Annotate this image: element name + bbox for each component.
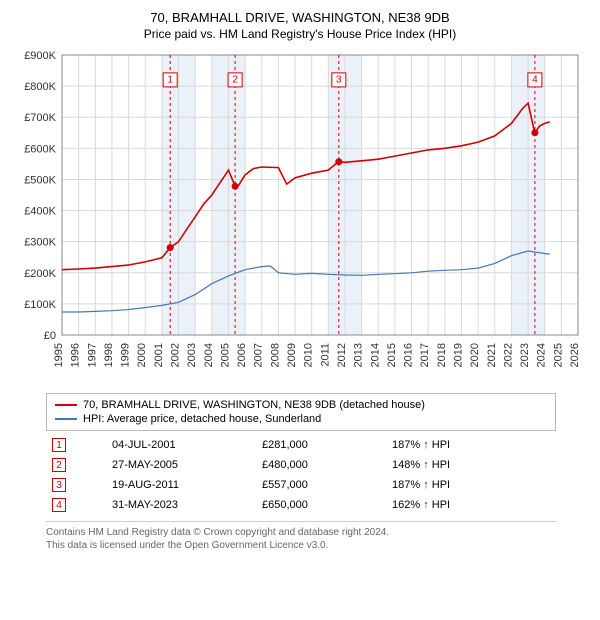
x-tick-label: 2009 bbox=[286, 343, 298, 367]
x-tick-label: 1999 bbox=[120, 343, 132, 367]
table-row: 1 04-JUL-2001£281,000187% ↑ HPI bbox=[46, 435, 556, 455]
sale-price: £480,000 bbox=[256, 455, 386, 475]
x-tick-label: 2018 bbox=[436, 343, 448, 367]
sale-point bbox=[167, 244, 174, 251]
x-tick-label: 2026 bbox=[569, 343, 581, 367]
legend-swatch bbox=[55, 404, 77, 406]
x-tick-label: 2000 bbox=[136, 343, 148, 367]
sale-marker-label: 2 bbox=[232, 74, 238, 85]
x-tick-label: 2007 bbox=[253, 343, 265, 367]
x-tick-label: 2024 bbox=[536, 343, 548, 367]
x-tick-label: 2014 bbox=[369, 343, 381, 367]
x-tick-label: 2003 bbox=[186, 343, 198, 367]
sale-index-box: 4 bbox=[52, 498, 66, 512]
x-tick-label: 2020 bbox=[469, 343, 481, 367]
x-tick-label: 2013 bbox=[353, 343, 365, 367]
table-row: 4 31-MAY-2023£650,000162% ↑ HPI bbox=[46, 495, 556, 515]
sale-date: 27-MAY-2005 bbox=[106, 455, 256, 475]
sale-pct: 187% ↑ HPI bbox=[386, 475, 556, 495]
x-tick-label: 2019 bbox=[452, 343, 464, 367]
arrow-up-icon: ↑ bbox=[423, 439, 429, 451]
sale-point bbox=[232, 183, 239, 190]
x-tick-label: 2025 bbox=[552, 343, 564, 367]
y-tick-label: £700K bbox=[24, 112, 56, 124]
sale-marker-label: 1 bbox=[167, 74, 173, 85]
y-tick-label: £800K bbox=[24, 81, 56, 93]
y-tick-label: £400K bbox=[24, 206, 56, 218]
sale-point bbox=[335, 158, 342, 165]
legend: 70, BRAMHALL DRIVE, WASHINGTON, NE38 9DB… bbox=[46, 393, 556, 431]
x-tick-label: 1995 bbox=[53, 343, 65, 367]
sales-table: 1 04-JUL-2001£281,000187% ↑ HPI 2 27-MAY-20… bbox=[46, 435, 556, 515]
legend-swatch bbox=[55, 418, 77, 420]
x-tick-label: 2004 bbox=[203, 343, 215, 367]
x-tick-label: 2010 bbox=[303, 343, 315, 367]
x-tick-label: 2021 bbox=[486, 343, 498, 367]
x-tick-label: 2001 bbox=[153, 343, 165, 367]
chart-area: £0 £100K £200K £300K £400K £500K £600K £700K £80… bbox=[10, 47, 590, 387]
sale-pct: 148% ↑ HPI bbox=[386, 455, 556, 475]
sale-index-box: 2 bbox=[52, 458, 66, 472]
sale-date: 19-AUG-2011 bbox=[106, 475, 256, 495]
sale-index-box: 1 bbox=[52, 438, 66, 452]
sale-pct: 187% ↑ HPI bbox=[386, 435, 556, 455]
sale-marker-label: 4 bbox=[532, 74, 538, 85]
sale-pct: 162% ↑ HPI bbox=[386, 495, 556, 515]
x-tick-label: 2015 bbox=[386, 343, 398, 367]
x-tick-label: 2006 bbox=[236, 343, 248, 367]
chart-subtitle: Price paid vs. HM Land Registry's House … bbox=[10, 27, 590, 41]
table-row: 3 19-AUG-2011£557,000187% ↑ HPI bbox=[46, 475, 556, 495]
y-tick-label: £100K bbox=[24, 299, 56, 311]
y-tick-label: £0 bbox=[44, 330, 56, 342]
arrow-up-icon: ↑ bbox=[423, 479, 429, 491]
sale-price: £281,000 bbox=[256, 435, 386, 455]
footer-line: Contains HM Land Registry data © Crown c… bbox=[46, 526, 556, 539]
x-tick-label: 1997 bbox=[86, 343, 98, 367]
sale-index-box: 3 bbox=[52, 478, 66, 492]
y-tick-label: £200K bbox=[24, 268, 56, 280]
sale-marker-label: 3 bbox=[336, 74, 342, 85]
x-tick-label: 2012 bbox=[336, 343, 348, 367]
arrow-up-icon: ↑ bbox=[423, 499, 429, 511]
sale-price: £650,000 bbox=[256, 495, 386, 515]
legend-label: 70, BRAMHALL DRIVE, WASHINGTON, NE38 9DB… bbox=[83, 399, 425, 411]
x-tick-label: 2022 bbox=[502, 343, 514, 367]
x-tick-label: 2016 bbox=[403, 343, 415, 367]
legend-item: HPI: Average price, detached house, Sund… bbox=[55, 412, 547, 426]
x-tick-label: 1998 bbox=[103, 343, 115, 367]
legend-item: 70, BRAMHALL DRIVE, WASHINGTON, NE38 9DB… bbox=[55, 398, 547, 412]
sale-date: 04-JUL-2001 bbox=[106, 435, 256, 455]
line-chart: £0 £100K £200K £300K £400K £500K £600K £700K £80… bbox=[10, 47, 590, 387]
y-tick-label: £600K bbox=[24, 143, 56, 155]
sale-price: £557,000 bbox=[256, 475, 386, 495]
footer-line: This data is licensed under the Open Gov… bbox=[46, 539, 556, 552]
footer: Contains HM Land Registry data © Crown c… bbox=[46, 521, 556, 552]
x-tick-label: 2023 bbox=[519, 343, 531, 367]
y-tick-label: £900K bbox=[24, 50, 56, 62]
y-tick-label: £500K bbox=[24, 174, 56, 186]
chart-title: 70, BRAMHALL DRIVE, WASHINGTON, NE38 9DB bbox=[10, 10, 590, 25]
x-tick-label: 2005 bbox=[219, 343, 231, 367]
sale-point bbox=[531, 129, 538, 136]
arrow-up-icon: ↑ bbox=[423, 459, 429, 471]
table-row: 2 27-MAY-2005£480,000148% ↑ HPI bbox=[46, 455, 556, 475]
y-tick-label: £300K bbox=[24, 237, 56, 249]
sale-date: 31-MAY-2023 bbox=[106, 495, 256, 515]
x-tick-label: 2017 bbox=[419, 343, 431, 367]
x-tick-label: 2011 bbox=[319, 343, 331, 367]
x-tick-label: 2002 bbox=[170, 343, 182, 367]
legend-label: HPI: Average price, detached house, Sund… bbox=[83, 413, 321, 425]
x-tick-label: 2008 bbox=[269, 343, 281, 367]
x-tick-label: 1996 bbox=[70, 343, 82, 367]
